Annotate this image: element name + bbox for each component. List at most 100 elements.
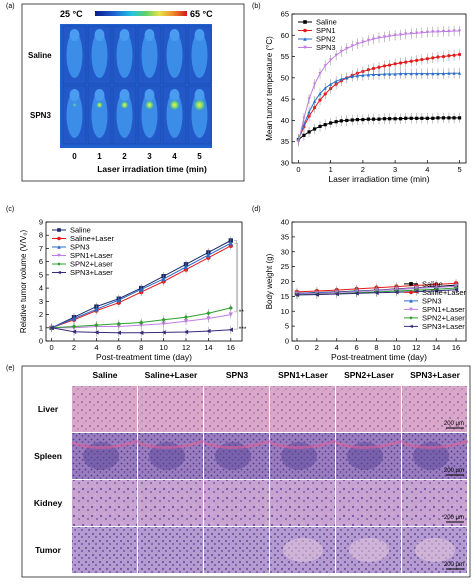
time-label: 1 xyxy=(97,152,102,161)
data-point xyxy=(361,73,365,77)
data-point xyxy=(57,253,61,258)
data-point xyxy=(436,30,440,34)
colorbar xyxy=(95,11,187,16)
thermal-cell xyxy=(187,85,212,145)
panel-label-a: (a) xyxy=(6,3,15,10)
y-tick-label: 40 xyxy=(281,218,289,227)
data-point xyxy=(350,44,354,48)
x-tick-label: 10 xyxy=(159,343,167,352)
y-tick-label: 3 xyxy=(39,297,43,306)
data-point xyxy=(294,292,300,298)
series xyxy=(296,112,462,145)
panel-label-e: (e) xyxy=(6,365,15,372)
histology-image xyxy=(71,433,139,479)
temp-high-label: 65 °C xyxy=(190,9,213,19)
data-point xyxy=(307,97,311,101)
x-tick-label: 8 xyxy=(139,343,143,352)
data-point xyxy=(302,133,306,137)
histology-column-header: SPN3 xyxy=(226,370,248,380)
histology-column-header: Saline xyxy=(92,370,117,380)
data-point xyxy=(457,116,462,120)
data-point xyxy=(393,33,397,37)
data-point xyxy=(206,311,211,316)
data-point xyxy=(323,86,327,90)
panel-a-frame xyxy=(21,3,245,182)
data-point xyxy=(139,320,144,325)
significance-bracket xyxy=(233,242,239,330)
data-point xyxy=(296,140,301,144)
data-point xyxy=(339,77,343,81)
data-point xyxy=(116,330,121,336)
legend-entry: Saline xyxy=(422,279,443,288)
data-point xyxy=(382,64,387,68)
data-point xyxy=(334,120,338,124)
data-point xyxy=(374,290,379,296)
heat-spot xyxy=(192,98,207,112)
histology-image: 200 μm xyxy=(401,433,469,479)
data-point xyxy=(441,54,446,59)
time-label: 2 xyxy=(122,152,127,161)
x-tick-label: 0 xyxy=(296,165,300,174)
x-tick-label: 12 xyxy=(182,343,190,352)
data-point xyxy=(398,61,403,65)
histology-row-label: Liver xyxy=(38,404,59,414)
panel-label-b: (b) xyxy=(252,3,261,10)
data-point xyxy=(404,116,408,120)
data-point xyxy=(206,252,211,258)
data-point xyxy=(312,99,317,103)
temp-low-label: 25 °C xyxy=(60,9,83,19)
data-point xyxy=(447,29,451,34)
data-point xyxy=(71,316,77,321)
data-point xyxy=(183,329,189,335)
histology-image xyxy=(335,433,403,479)
legend: SalineSaline+LaserSPN3SPN1+LaserSPN2+Las… xyxy=(52,226,114,277)
histology-row-label: Kidney xyxy=(34,498,63,508)
thermal-cell xyxy=(162,85,187,145)
y-tick-label: 20 xyxy=(281,277,289,286)
data-point xyxy=(409,31,413,36)
legend: SalineSaline+LaserSPN3SPN1+LaserSPN2+Las… xyxy=(404,279,466,331)
x-tick-label: 14 xyxy=(204,343,212,352)
y-tick-label: 5 xyxy=(39,270,43,279)
data-point xyxy=(318,98,322,102)
data-point xyxy=(312,106,317,110)
plot-frame xyxy=(291,13,467,164)
series xyxy=(296,25,462,147)
histology-column-header: SPN3+Laser xyxy=(410,370,461,380)
data-point xyxy=(377,72,381,77)
data-point xyxy=(382,117,387,121)
thermal-cell xyxy=(112,85,137,145)
x-tick-label: 3 xyxy=(393,165,397,174)
data-point xyxy=(371,37,376,41)
data-point xyxy=(415,72,419,76)
y-tick-label: 9 xyxy=(39,218,43,227)
histology-image xyxy=(72,480,137,526)
data-point xyxy=(388,63,392,67)
scale-bar-label: 200 μm xyxy=(444,515,464,521)
legend-entry: Saline+Laser xyxy=(70,234,114,243)
panel-e-histology: Saline Saline+Laser SPN3 SPN1+Laser SPN2+Las… xyxy=(21,365,471,578)
legend-entry: Saline xyxy=(316,18,337,27)
data-point xyxy=(183,315,189,320)
data-point xyxy=(409,299,413,303)
data-point xyxy=(314,292,320,297)
mouse-silhouette xyxy=(116,32,133,78)
x-tick-label: 12 xyxy=(412,343,420,352)
time-label: 5 xyxy=(197,152,202,161)
heat-spot xyxy=(119,100,130,110)
x-tick-label: 2 xyxy=(315,343,319,352)
data-point xyxy=(94,330,99,335)
data-point xyxy=(206,328,211,334)
scale-bar-label: 200 μm xyxy=(444,421,464,427)
data-point xyxy=(228,327,233,332)
data-point xyxy=(420,72,424,76)
data-point xyxy=(415,58,419,63)
data-point xyxy=(57,270,61,275)
data-point xyxy=(431,116,435,120)
thermal-cell xyxy=(162,25,187,85)
series xyxy=(49,323,233,337)
y-tick-label: 40 xyxy=(281,116,289,125)
y-tick-label: 30 xyxy=(281,159,289,168)
data-point xyxy=(303,37,307,41)
histology-column-header: SPN1+Laser xyxy=(278,370,329,380)
